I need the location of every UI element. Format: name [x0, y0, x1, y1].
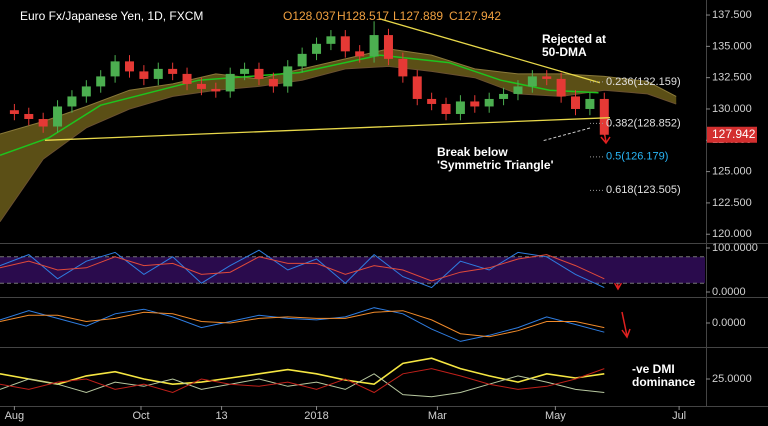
candle-body	[225, 73, 235, 92]
candle-body	[369, 35, 379, 57]
fib-label: 0.5(126.179)	[606, 151, 668, 163]
candle-body	[124, 61, 134, 72]
ohlc-value: L127.889	[393, 9, 443, 23]
candle-body	[168, 68, 178, 74]
y-tick-label: 25.0000	[712, 373, 752, 385]
candle-body	[182, 73, 192, 84]
candle-body	[139, 71, 149, 79]
arrow	[541, 127, 591, 142]
y-tick-label: 120.000	[712, 228, 752, 240]
candle-body	[326, 36, 336, 44]
candle-body	[53, 106, 63, 127]
candle-body	[153, 68, 163, 79]
y-tick-label: 137.500	[712, 9, 752, 21]
ohlc-value: O128.037	[283, 9, 336, 23]
candle-body	[455, 101, 465, 114]
candle-body	[571, 96, 581, 109]
candle-body	[96, 76, 106, 87]
ohlc-value: C127.942	[449, 9, 501, 23]
annotation: Rejected at	[542, 32, 606, 46]
fib-label: 0.382(128.852)	[606, 117, 681, 129]
candle-body	[211, 88, 221, 92]
candle-body	[527, 76, 537, 87]
x-tick-label: Oct	[132, 410, 149, 422]
annotation: Break below	[437, 145, 508, 159]
candle-body	[340, 36, 350, 52]
last-price-box	[707, 126, 757, 143]
candle-body	[196, 83, 206, 89]
candle-body	[268, 78, 278, 87]
y-tick-label: 100.0000	[712, 242, 758, 254]
x-tick-label: May	[545, 410, 566, 422]
candle-body	[312, 43, 322, 54]
candle-body	[254, 68, 264, 79]
indicator-line	[0, 357, 605, 386]
x-tick-label: 13	[215, 410, 227, 422]
candle-body	[484, 98, 494, 107]
indicator-line	[0, 249, 605, 289]
candle-body	[398, 58, 408, 77]
candle-body	[38, 118, 48, 127]
indicator-line	[0, 254, 605, 282]
arrow	[621, 311, 631, 339]
candle-body	[355, 51, 365, 57]
candle-body	[556, 78, 566, 97]
candle-body	[412, 76, 422, 99]
x-tick-label: Aug	[5, 410, 25, 422]
candle-body	[297, 53, 307, 67]
indicator-line	[0, 373, 605, 398]
y-tick-label: 132.500	[712, 72, 752, 84]
candle-body	[67, 96, 77, 107]
trendline	[44, 117, 611, 141]
indicator-line	[0, 310, 605, 338]
y-tick-label: 122.500	[712, 197, 752, 209]
y-tick-label: 130.000	[712, 103, 752, 115]
y-tick-label: 125.000	[712, 166, 752, 178]
candle-body	[240, 68, 250, 74]
ohlc-value: H128.517	[337, 9, 389, 23]
y-tick-label: 0.0000	[712, 286, 746, 298]
candle-body	[383, 35, 393, 59]
candle-body	[499, 93, 509, 99]
x-tick-label: Mar	[428, 410, 447, 422]
annotation: 50-DMA	[542, 45, 587, 59]
candle-body	[441, 103, 451, 114]
y-tick-label: 135.000	[712, 40, 752, 52]
fib-label: 0.236(132.159)	[606, 76, 681, 88]
last-price-label: 127.942	[712, 127, 756, 141]
candle-body	[81, 86, 91, 97]
candle-body	[585, 98, 595, 109]
candle-body	[283, 66, 293, 87]
annotation: dominance	[632, 375, 696, 389]
candle-body	[470, 101, 480, 107]
band	[0, 256, 705, 284]
chart-title: Euro Fx/Japanese Yen, 1D, FXCM	[20, 9, 203, 23]
annotation: 'Symmetric Triangle'	[437, 158, 554, 172]
fib-label: 0.618(123.505)	[606, 184, 681, 196]
x-tick-label: 2018	[304, 410, 328, 422]
candle-body	[542, 76, 552, 79]
cloud-upper	[0, 48, 677, 135]
candle-body	[9, 110, 19, 114]
ichimoku-cloud	[0, 48, 677, 222]
indicator-line	[0, 368, 605, 394]
moving-average	[0, 54, 599, 157]
candle-body	[24, 113, 34, 119]
y-tick-label: 0.0000	[712, 317, 746, 329]
candle-body	[427, 98, 437, 104]
candle-body	[110, 61, 120, 77]
annotation: -ve DMI	[632, 362, 675, 376]
candle-body	[513, 86, 523, 94]
candle-body	[599, 98, 609, 135]
trendline	[379, 18, 601, 84]
x-tick-label: Jul	[672, 410, 686, 422]
